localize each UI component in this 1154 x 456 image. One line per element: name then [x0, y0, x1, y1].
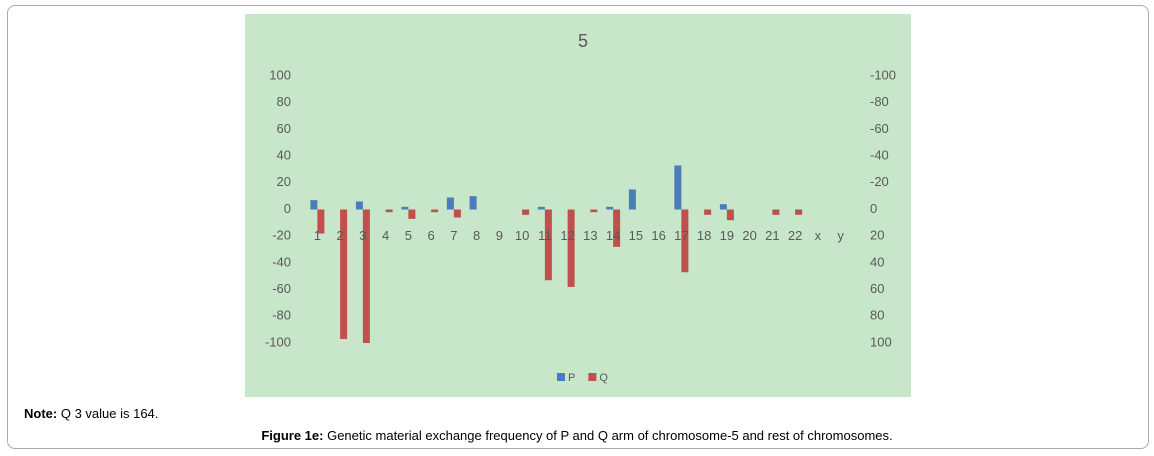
y-tick-label: 100 — [269, 67, 291, 82]
x-tick-label: 20 — [742, 228, 756, 243]
y2-tick-label: -40 — [870, 148, 889, 163]
caption: Figure 1e: Genetic material exchange fre… — [0, 428, 1154, 443]
bar — [613, 209, 621, 247]
note-label: Note: — [24, 406, 58, 421]
x-tick-label: 6 — [428, 228, 435, 243]
legend-label: P — [568, 372, 575, 384]
x-tick-label: x — [815, 228, 822, 243]
bar — [681, 209, 689, 273]
x-tick-label: 7 — [450, 228, 457, 243]
y2-tick-label: 40 — [870, 254, 884, 269]
x-tick-label: 10 — [515, 228, 529, 243]
figure-frame — [7, 5, 1149, 449]
bar — [628, 189, 636, 210]
x-tick-label: 12 — [560, 228, 574, 243]
x-tick-label: 22 — [788, 228, 802, 243]
bar — [522, 209, 530, 215]
y-tick-label: -20 — [272, 228, 291, 243]
chart-title: 5 — [578, 31, 588, 51]
bar — [469, 196, 477, 210]
y-tick-label: 80 — [277, 94, 291, 109]
x-tick-label: 4 — [382, 228, 389, 243]
x-tick-label: 21 — [765, 228, 779, 243]
bar — [795, 209, 803, 215]
bar — [567, 209, 575, 287]
bar — [537, 206, 545, 210]
y2-tick-label: -80 — [870, 94, 889, 109]
x-tick-label: 14 — [606, 228, 620, 243]
y2-tick-label: -60 — [870, 121, 889, 136]
x-tick-label: y — [837, 228, 844, 243]
y2-tick-label: 80 — [870, 308, 884, 323]
legend-swatch — [588, 373, 597, 381]
x-tick-label: 2 — [337, 228, 344, 243]
bar — [355, 201, 363, 210]
bar — [408, 209, 416, 219]
x-tick-label: 16 — [651, 228, 665, 243]
note-text: Q 3 value is 164. — [60, 406, 159, 421]
y-tick-label: -60 — [272, 281, 291, 296]
y2-tick-label: -20 — [870, 174, 889, 189]
bar — [726, 209, 734, 221]
note: Note: Q 3 value is 164. — [24, 406, 158, 421]
bar — [590, 209, 598, 213]
x-tick-label: 17 — [674, 228, 688, 243]
y-tick-label: 0 — [284, 201, 291, 216]
chart-area — [245, 14, 911, 397]
caption-text: Genetic material exchange frequency of P… — [327, 428, 893, 443]
bar — [310, 200, 318, 210]
bar — [674, 165, 682, 210]
x-tick-label: 11 — [538, 228, 552, 243]
x-tick-label: 9 — [496, 228, 503, 243]
x-tick-label: 15 — [629, 228, 643, 243]
y2-tick-label: 100 — [870, 334, 892, 349]
bar — [431, 209, 439, 213]
bar — [544, 209, 552, 281]
bar — [453, 209, 461, 218]
bar — [704, 209, 712, 215]
x-tick-label: 18 — [697, 228, 711, 243]
caption-label: Figure 1e: — [261, 428, 324, 443]
legend-label: Q — [599, 372, 608, 384]
y-tick-label: 20 — [277, 174, 291, 189]
bar — [606, 206, 614, 210]
y-tick-label: -40 — [272, 254, 291, 269]
legend-swatch — [557, 373, 565, 381]
y-tick-label: -80 — [272, 308, 291, 323]
bar — [446, 197, 454, 210]
y-tick-label: 60 — [277, 121, 291, 136]
bar — [719, 204, 727, 210]
y2-tick-label: 0 — [870, 201, 877, 216]
x-tick-label: 5 — [405, 228, 412, 243]
x-tick-label: 1 — [314, 228, 321, 243]
bar — [340, 209, 348, 339]
x-tick-label: 19 — [720, 228, 734, 243]
bar — [362, 209, 370, 343]
x-tick-label: 8 — [473, 228, 480, 243]
bar — [772, 209, 780, 215]
y2-tick-label: 60 — [870, 281, 884, 296]
bar — [385, 209, 393, 213]
y-tick-label: 40 — [277, 148, 291, 163]
y2-tick-label: -100 — [870, 67, 896, 82]
y-tick-label: -100 — [265, 334, 291, 349]
bar — [401, 206, 409, 210]
bar — [317, 209, 325, 234]
x-tick-label: 3 — [359, 228, 366, 243]
x-tick-label: 13 — [583, 228, 597, 243]
y2-tick-label: 20 — [870, 228, 884, 243]
